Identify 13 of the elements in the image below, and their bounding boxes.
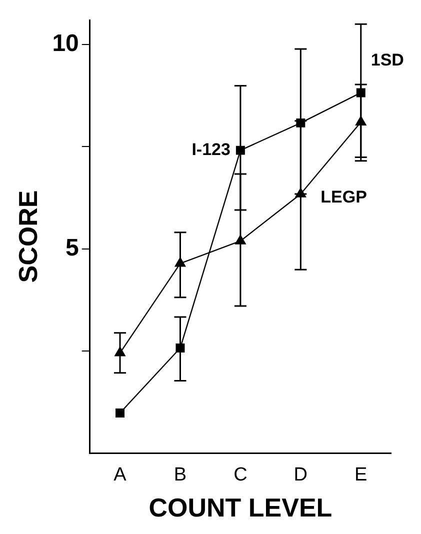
series-label: LEGP [320, 188, 367, 207]
y-axis-title: SCORE [12, 190, 43, 283]
series-label: I-123 [192, 140, 230, 159]
x-tick-label: A [114, 464, 127, 486]
y-tick-label: 5 [66, 234, 79, 262]
x-tick-label: B [174, 464, 187, 486]
x-tick-label: E [354, 464, 368, 486]
x-tick-label: D [294, 464, 308, 486]
x-axis-title: COUNT LEVEL [148, 492, 332, 523]
point [116, 408, 124, 418]
y-tick-label: 10 [52, 30, 79, 58]
annotation: 1SD [370, 50, 404, 70]
x-tick-label: C [234, 464, 248, 486]
